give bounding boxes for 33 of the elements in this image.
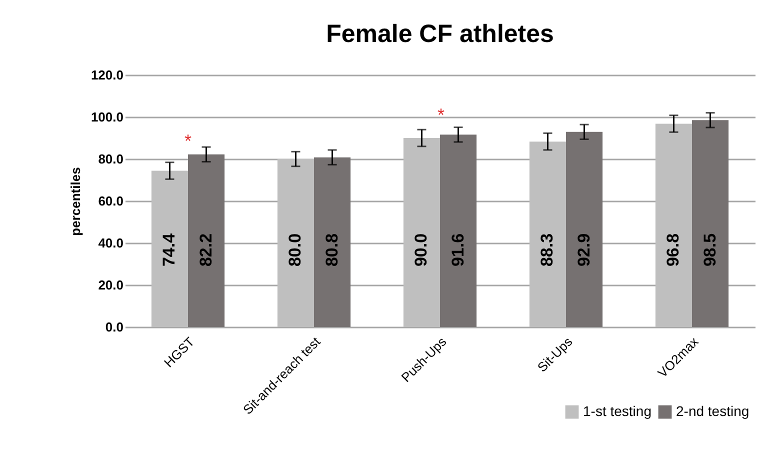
y-tick-label: 120.0 xyxy=(90,68,124,82)
data-label: 91.6 xyxy=(448,233,468,267)
bar xyxy=(529,142,566,327)
legend-label: 2-nd testing xyxy=(676,403,750,419)
bar xyxy=(566,132,603,327)
bar xyxy=(314,157,351,327)
annotation: * xyxy=(184,131,192,151)
y-tick-label: 80.0 xyxy=(98,152,124,166)
y-tick-label: 40.0 xyxy=(98,236,124,250)
y-tick-label: 60.0 xyxy=(98,194,124,208)
data-label: 96.8 xyxy=(664,233,683,267)
data-label: 92.9 xyxy=(574,233,594,267)
data-label: 80.8 xyxy=(322,233,342,267)
data-label: 90.0 xyxy=(412,233,431,267)
y-axis-title: percentiles xyxy=(68,167,83,236)
y-tick-label: 20.0 xyxy=(98,278,124,292)
bar xyxy=(692,120,729,327)
bar xyxy=(403,138,440,327)
annotation: * xyxy=(437,105,445,125)
legend-label: 1-st testing xyxy=(583,403,652,419)
data-label: 98.5 xyxy=(700,233,720,267)
data-label: 74.4 xyxy=(160,232,179,267)
data-label: 82.2 xyxy=(196,233,216,267)
y-tick-label: 0.0 xyxy=(105,320,124,334)
bar xyxy=(151,170,188,327)
y-tick-label: 100.0 xyxy=(90,110,124,124)
bar xyxy=(655,124,692,327)
bar xyxy=(277,159,314,327)
data-label: 80.0 xyxy=(286,233,305,267)
data-label: 88.3 xyxy=(538,233,557,267)
chart-title: Female CF athletes xyxy=(326,20,554,48)
bar xyxy=(188,154,225,327)
bar xyxy=(440,134,477,327)
